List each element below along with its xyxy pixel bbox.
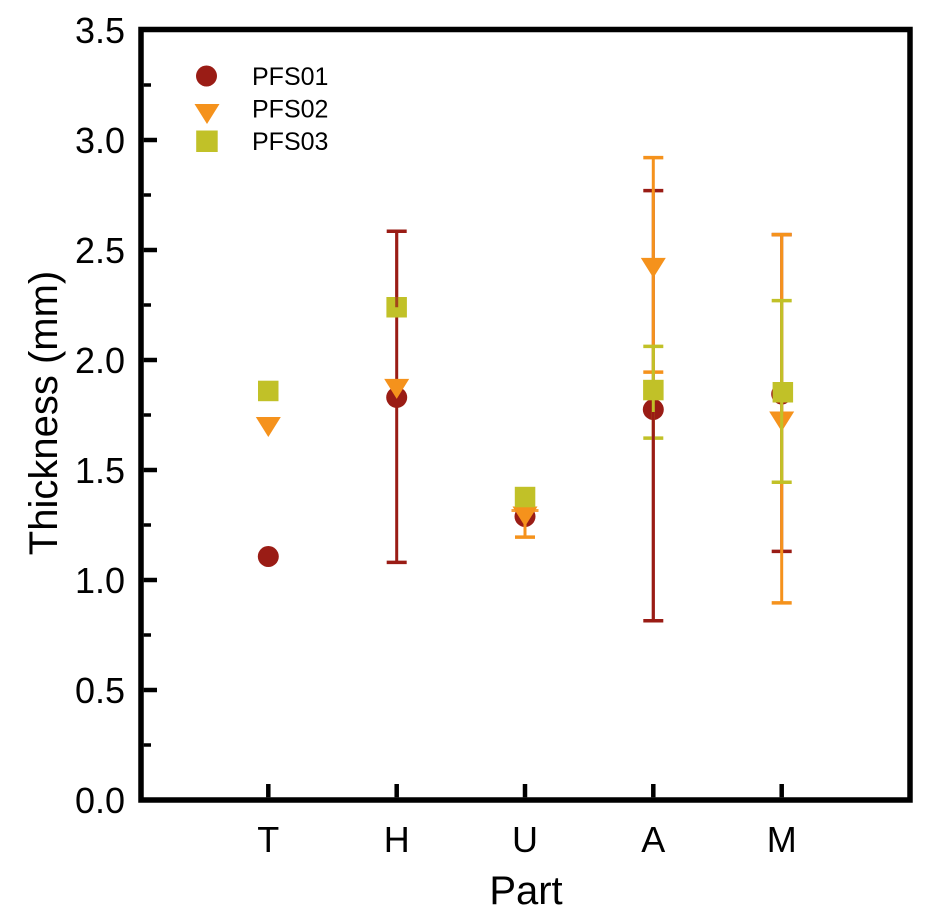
svg-text:0.0: 0.0: [75, 780, 125, 821]
svg-text:H: H: [384, 819, 410, 860]
svg-text:2.5: 2.5: [75, 230, 125, 271]
svg-text:U: U: [512, 819, 538, 860]
svg-text:T: T: [257, 819, 279, 860]
svg-text:1.5: 1.5: [75, 450, 125, 491]
svg-text:A: A: [641, 819, 665, 860]
svg-text:M: M: [767, 819, 797, 860]
svg-text:Thickness (mm): Thickness (mm): [22, 271, 66, 555]
svg-text:PFS01: PFS01: [252, 63, 328, 91]
svg-text:PFS03: PFS03: [252, 128, 328, 156]
svg-text:3.5: 3.5: [75, 10, 125, 51]
svg-text:1.0: 1.0: [75, 560, 125, 601]
svg-text:Part: Part: [489, 869, 562, 913]
svg-text:PFS02: PFS02: [252, 96, 328, 124]
svg-text:2.0: 2.0: [75, 340, 125, 381]
svg-text:3.0: 3.0: [75, 120, 125, 161]
svg-text:0.5: 0.5: [75, 670, 125, 711]
